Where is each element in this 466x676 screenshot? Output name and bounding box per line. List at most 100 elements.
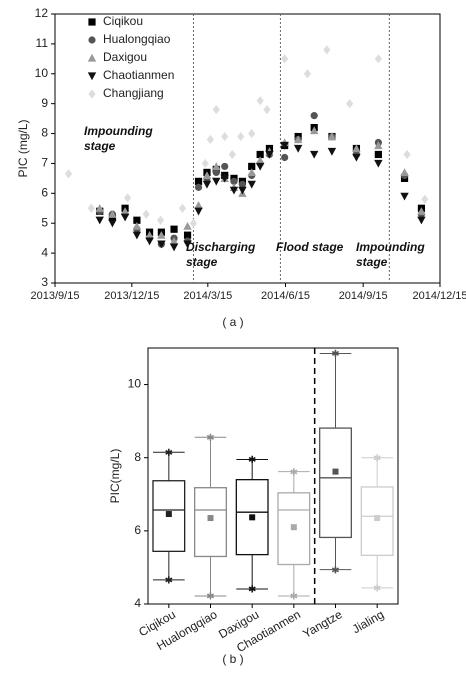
stage-annotation: Discharging stage	[186, 240, 256, 269]
mean-marker	[374, 515, 381, 522]
legend-label: Daxigou	[103, 50, 147, 64]
data-point	[221, 162, 229, 171]
x-tick-label: 2014/3/15	[183, 290, 232, 302]
legend-label: Ciqikou	[103, 14, 143, 28]
data-point	[352, 144, 361, 153]
data-point	[374, 141, 383, 150]
x-tick-label: Yangtze	[300, 607, 345, 641]
y-tick-label: 4	[41, 245, 48, 259]
box	[152, 480, 186, 552]
stage-annotation: Flood stage	[276, 240, 344, 254]
data-point	[145, 237, 154, 246]
extreme-marker: ✱	[165, 448, 173, 459]
data-point	[400, 168, 409, 177]
data-point	[206, 134, 214, 145]
stage-annotation: Impounding stage	[84, 124, 153, 153]
extreme-marker: ✱	[331, 349, 339, 360]
y-tick-label: 10	[128, 377, 142, 391]
extreme-marker: ✱	[206, 592, 214, 603]
data-point	[183, 240, 192, 249]
data-point	[220, 174, 229, 183]
data-point	[303, 69, 312, 79]
data-point	[95, 216, 104, 225]
extreme-marker: ✱	[165, 576, 173, 587]
data-point	[183, 222, 192, 230]
data-point	[247, 180, 256, 189]
caption: ( b )	[222, 652, 243, 666]
data-point	[248, 128, 256, 139]
box	[194, 487, 227, 558]
x-tick-label: 2014/6/15	[261, 290, 310, 302]
y-tick-label: 11	[36, 36, 49, 50]
data-point	[238, 186, 247, 195]
extreme-marker: ✱	[248, 585, 256, 596]
data-point	[263, 105, 271, 115]
data-point	[202, 180, 212, 189]
data-point	[228, 149, 236, 160]
box	[360, 486, 394, 557]
data-point	[145, 230, 154, 239]
data-point	[169, 236, 179, 245]
data-point	[132, 222, 142, 230]
data-point	[417, 216, 426, 225]
data-point	[212, 177, 221, 186]
mean-marker	[290, 524, 297, 531]
x-tick-label: 2013/12/15	[104, 290, 159, 302]
extreme-marker: ✱	[373, 584, 381, 595]
data-point	[310, 112, 318, 120]
data-point	[157, 240, 166, 249]
data-point	[202, 171, 212, 179]
box	[277, 492, 311, 566]
caption: ( a )	[222, 315, 243, 329]
data-point	[108, 210, 117, 218]
y-tick-label: 8	[134, 450, 141, 464]
data-point	[248, 162, 256, 171]
data-point	[327, 132, 337, 141]
data-point	[170, 225, 178, 233]
data-point	[374, 54, 382, 64]
y-tick-label: 9	[41, 96, 48, 110]
data-point	[238, 180, 247, 188]
data-point	[374, 150, 382, 159]
data-point	[255, 156, 265, 165]
extreme-marker: ✱	[206, 433, 214, 444]
y-tick-label: 6	[134, 523, 141, 537]
y-tick-label: 10	[35, 66, 49, 80]
legend-marker	[87, 53, 97, 62]
data-point	[212, 168, 220, 177]
extreme-marker: ✱	[331, 565, 339, 576]
data-point	[189, 218, 198, 228]
data-point	[421, 194, 429, 204]
data-point	[212, 162, 221, 171]
data-point	[212, 105, 220, 115]
mean-marker	[165, 511, 172, 518]
data-point	[229, 186, 239, 195]
plot-frame	[147, 347, 399, 605]
mean-marker	[207, 515, 214, 522]
legend-marker	[88, 89, 96, 99]
data-point	[201, 158, 209, 169]
data-point	[169, 243, 179, 252]
data-point	[194, 183, 203, 191]
data-point	[247, 168, 256, 177]
legend-marker	[88, 18, 96, 26]
x-tick-label: 2014/9/15	[339, 290, 388, 302]
data-point	[309, 150, 319, 159]
legend-label: Hualongqiao	[103, 32, 171, 46]
box	[319, 427, 352, 539]
y-tick-label: 4	[134, 596, 141, 610]
legend-marker	[87, 72, 97, 81]
data-point	[124, 193, 132, 203]
data-point	[256, 96, 264, 106]
data-point	[64, 169, 73, 179]
data-point	[281, 153, 289, 162]
data-point	[293, 144, 303, 153]
data-point	[142, 209, 150, 219]
y-tick-label: 8	[41, 126, 48, 140]
data-point	[281, 54, 289, 64]
data-point	[156, 215, 165, 225]
legend-label: Chaotianmen	[103, 68, 174, 82]
data-point	[194, 201, 203, 209]
